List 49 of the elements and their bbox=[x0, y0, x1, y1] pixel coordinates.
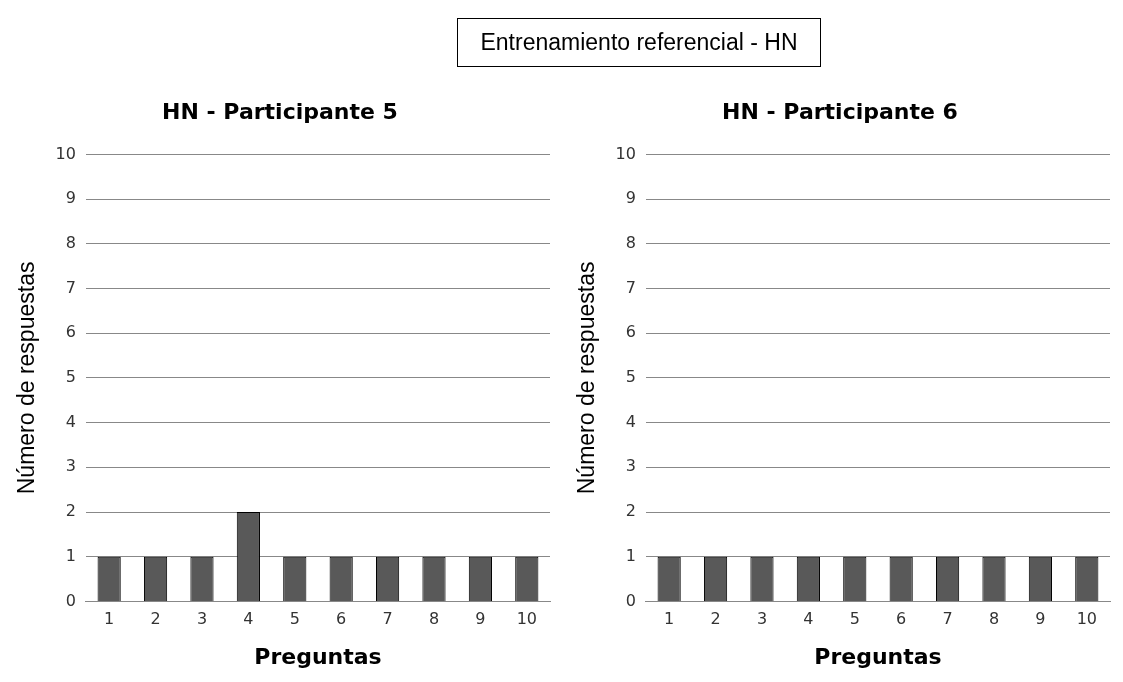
x-tick-label: 7 bbox=[382, 609, 393, 629]
y-tick-label: 0 bbox=[65, 590, 76, 610]
y-tick-label: 3 bbox=[625, 456, 636, 476]
y-tick-label: 9 bbox=[625, 188, 636, 208]
text: Entrenamiento referencial - HN bbox=[457, 18, 821, 67]
y-tick-label: 4 bbox=[625, 411, 636, 431]
x-tick-label: 3 bbox=[196, 609, 208, 629]
y-tick-label: 5 bbox=[65, 367, 76, 387]
x-tick-label: 6 bbox=[336, 609, 347, 629]
x-tick-label: 5 bbox=[849, 609, 860, 629]
chart-title: HN - Participante 6 bbox=[722, 98, 958, 124]
y-tick-label: 8 bbox=[65, 232, 76, 252]
y-tick-label: 10 bbox=[615, 143, 636, 163]
x-tick-label: 4 bbox=[243, 609, 254, 629]
x-tick-label: 8 bbox=[428, 609, 440, 629]
y-tick-label: 7 bbox=[65, 277, 76, 297]
y-tick-label: 3 bbox=[65, 456, 76, 476]
x-tick-label: 10 bbox=[1076, 609, 1097, 629]
y-tick-label: 9 bbox=[65, 188, 76, 208]
y-tick-label: 6 bbox=[65, 322, 76, 342]
x-axis-title: Preguntas bbox=[814, 643, 942, 669]
x-tick-label: 4 bbox=[803, 609, 814, 629]
y-tick-label: 2 bbox=[625, 501, 636, 521]
x-tick-label: 7 bbox=[942, 609, 953, 629]
y-axis-title: Número de respuestas bbox=[13, 261, 40, 495]
y-tick-label: 4 bbox=[65, 411, 76, 431]
y-tick-label: 2 bbox=[65, 501, 76, 521]
y-tick-label: 0 bbox=[625, 590, 636, 610]
y-tick-label: 1 bbox=[65, 545, 76, 565]
y-axis-title: Número de respuestas bbox=[573, 261, 600, 495]
y-tick-label: 8 bbox=[625, 232, 636, 252]
y-tick-label: 1 bbox=[625, 545, 636, 565]
chart-title: HN - Participante 5 bbox=[162, 98, 398, 124]
y-tick-label: 5 bbox=[625, 367, 636, 387]
x-tick-label: 2 bbox=[710, 609, 721, 629]
x-tick-label: 10 bbox=[516, 609, 537, 629]
x-tick-label: 9 bbox=[1035, 609, 1046, 629]
x-tick-label: 5 bbox=[289, 609, 300, 629]
x-tick-label: 8 bbox=[988, 609, 1000, 629]
y-tick-label: 10 bbox=[55, 143, 76, 163]
x-tick-label: 9 bbox=[475, 609, 486, 629]
x-tick-label: 1 bbox=[104, 609, 115, 629]
x-tick-label: 6 bbox=[896, 609, 907, 629]
y-tick-label: 6 bbox=[625, 322, 636, 342]
x-tick-label: 1 bbox=[664, 609, 675, 629]
x-tick-label: 3 bbox=[756, 609, 768, 629]
y-tick-label: 7 bbox=[625, 277, 636, 297]
x-tick-label: 2 bbox=[150, 609, 161, 629]
x-axis-title: Preguntas bbox=[254, 643, 382, 669]
